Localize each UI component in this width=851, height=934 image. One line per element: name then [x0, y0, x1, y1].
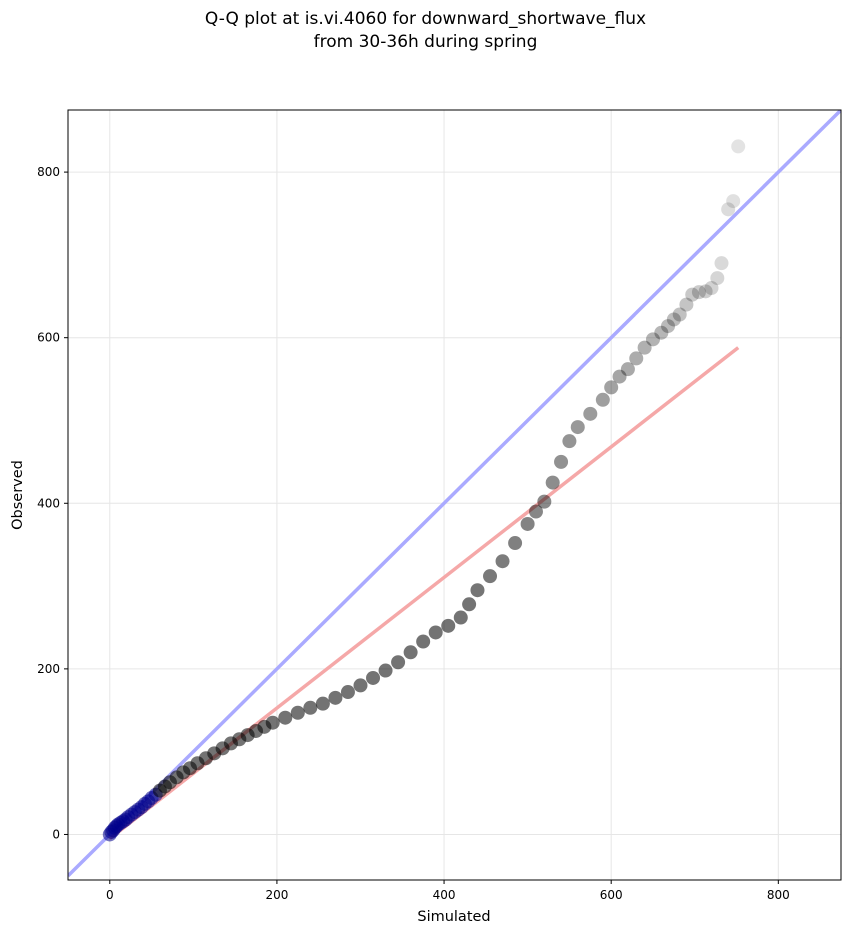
data-point: [391, 655, 406, 670]
data-point: [278, 710, 293, 725]
plot-frame: [67, 109, 842, 881]
data-point: [714, 256, 729, 271]
data-point: [366, 670, 381, 685]
data-point: [629, 351, 644, 366]
data-point: [637, 340, 652, 355]
data-point: [353, 678, 368, 693]
data-point: [698, 284, 713, 299]
data-point: [691, 285, 706, 300]
y-tick-label: 200: [37, 662, 60, 676]
data-point: [672, 307, 687, 322]
data-point: [645, 332, 660, 347]
data-point: [328, 690, 343, 705]
data-point: [583, 406, 598, 421]
y-tick-label: 0: [52, 827, 60, 841]
data-point: [661, 319, 676, 334]
grid-lines: [68, 110, 841, 880]
data-point: [612, 369, 627, 384]
data-point: [721, 202, 736, 217]
data-point: [315, 696, 330, 711]
data-point: [528, 504, 543, 519]
chart-title-line2: from 30-36h during spring: [313, 32, 538, 52]
x-axis-label: Simulated: [417, 909, 490, 925]
y-tick-label: 400: [37, 496, 60, 510]
data-point: [704, 281, 719, 296]
data-point: [416, 634, 431, 649]
data-point: [483, 569, 498, 584]
data-point: [562, 434, 577, 449]
chart-title-line1: Q-Q plot at is.vi.4060 for downward_shor…: [204, 9, 647, 29]
x-tick-label: 400: [433, 888, 456, 902]
x-tick-label: 600: [600, 888, 623, 902]
data-point: [340, 685, 355, 700]
x-tick-label: 200: [265, 888, 288, 902]
data-point: [685, 287, 700, 302]
data-point: [453, 610, 468, 625]
data-points: [102, 139, 746, 842]
y-axis-ticks: 0 200 400 600 800: [37, 165, 68, 841]
y-tick-label: 600: [37, 331, 60, 345]
data-point: [508, 536, 523, 551]
data-point: [265, 715, 280, 730]
data-point: [470, 583, 485, 598]
y-axis-label: Observed: [10, 460, 26, 530]
data-point: [679, 297, 694, 312]
data-point: [495, 554, 510, 569]
data-point: [537, 494, 552, 509]
data-point: [666, 312, 681, 327]
data-point: [290, 705, 305, 720]
identity-reference-line: [68, 110, 841, 878]
data-point: [441, 618, 456, 633]
data-point: [554, 454, 569, 469]
data-point: [545, 475, 560, 490]
data-point: [731, 139, 746, 154]
x-tick-label: 800: [767, 888, 790, 902]
data-point: [428, 625, 443, 640]
data-point: [726, 194, 741, 209]
x-tick-label: 0: [106, 888, 114, 902]
data-point: [570, 420, 585, 435]
data-point: [620, 362, 635, 377]
data-point: [595, 392, 610, 407]
x-axis-ticks: 0 200 400 600 800: [106, 880, 790, 902]
data-point: [654, 325, 669, 340]
data-point: [710, 271, 725, 286]
data-point: [462, 597, 477, 612]
y-tick-label: 800: [37, 165, 60, 179]
data-point: [403, 645, 418, 660]
data-point: [378, 663, 393, 678]
data-point: [604, 380, 619, 395]
data-point: [303, 700, 318, 715]
data-point: [520, 516, 535, 531]
